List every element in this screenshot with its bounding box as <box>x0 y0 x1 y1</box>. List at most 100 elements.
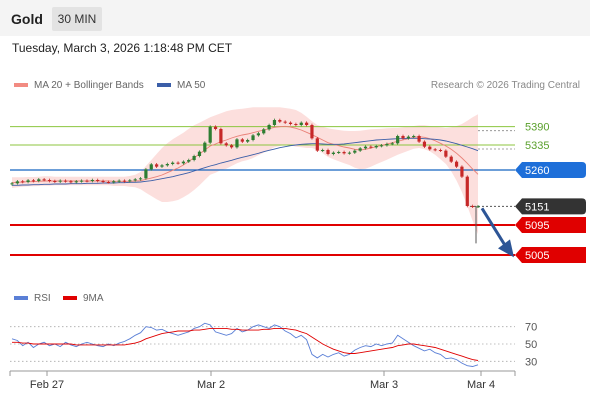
candle-body <box>53 181 57 182</box>
candle-body <box>326 150 330 154</box>
candle-body <box>304 122 309 125</box>
level-tag-5260 <box>515 162 586 178</box>
candle-body <box>106 182 111 183</box>
candle-body <box>385 144 389 146</box>
ma50-line <box>12 137 479 186</box>
rsi-tick-label: 30 <box>525 356 537 368</box>
candle-body <box>112 181 116 183</box>
legend-bb-label: MA 20 + Bollinger Bands <box>34 80 144 91</box>
candle-body <box>278 120 282 122</box>
candle-body <box>406 136 410 139</box>
ma9-swatch <box>63 296 77 301</box>
candle-body <box>272 120 277 125</box>
candle-body <box>433 149 437 151</box>
candle-body <box>476 206 480 208</box>
x-tick-label: Mar 2 <box>197 379 225 391</box>
forecast-arrow-shaft <box>480 207 507 247</box>
level-label-5005: 5005 <box>525 250 549 262</box>
x-tick-label: Mar 4 <box>467 379 495 391</box>
candle-body <box>283 121 287 123</box>
candle-body <box>155 164 159 167</box>
legend-rsi-label: RSI <box>34 293 51 304</box>
candle-body <box>401 136 405 139</box>
level-tag-5095 <box>515 217 586 233</box>
candle-body <box>133 179 137 181</box>
candle-body <box>117 180 121 182</box>
candle-body <box>444 150 448 157</box>
candle-body <box>240 139 244 142</box>
level-label-5095: 5095 <box>525 220 549 232</box>
ma50-swatch <box>157 83 171 88</box>
candle-body <box>10 183 14 185</box>
candle-body <box>37 179 41 181</box>
candle-body <box>85 180 89 182</box>
candle-body <box>197 151 202 156</box>
x-tick-label: Mar 3 <box>370 379 398 391</box>
timeframe-button[interactable]: 30 MIN <box>52 7 102 31</box>
candle-body <box>412 136 416 137</box>
bollinger-band-fill <box>12 107 478 235</box>
candle-body <box>42 179 46 181</box>
candle-body <box>337 152 341 153</box>
candle-body <box>122 180 127 182</box>
candle-body <box>358 148 362 151</box>
legend-rsi: RSI <box>14 293 51 304</box>
candle-body <box>80 180 84 182</box>
candle-body <box>267 125 271 130</box>
candle-body <box>47 180 52 181</box>
legend-9ma-label: 9MA <box>83 293 104 304</box>
candle-body <box>369 146 373 148</box>
candle-body <box>69 181 73 183</box>
rsi-swatch <box>14 296 28 301</box>
candle-body <box>203 142 207 152</box>
legend-bb: MA 20 + Bollinger Bands <box>14 80 144 91</box>
candle-body <box>471 206 475 207</box>
candle-body <box>465 176 469 206</box>
x-tick-label: Feb 27 <box>30 379 64 391</box>
candle-body <box>160 165 164 167</box>
candle-body <box>176 162 180 164</box>
candle-body <box>224 143 228 146</box>
candle-body <box>138 178 143 180</box>
legend-ma50-label: MA 50 <box>177 80 206 91</box>
level-label-5151: 5151 <box>525 201 549 213</box>
candle-body <box>299 122 303 125</box>
candle-body <box>15 181 19 184</box>
candle-body <box>31 180 36 182</box>
forecast-arrow-head <box>498 239 514 258</box>
header-bar: Gold 30 MIN <box>0 0 590 36</box>
candle-body <box>353 150 357 153</box>
rsi-ma-line <box>12 327 479 361</box>
candle-body <box>374 146 378 148</box>
candle-body <box>187 160 191 162</box>
candle-body <box>321 150 325 151</box>
rsi-tick-label: 50 <box>525 339 537 351</box>
candle-body <box>449 156 453 162</box>
candle-body <box>58 180 62 182</box>
candle-body <box>347 152 352 154</box>
candle-body <box>74 181 78 183</box>
candle-body <box>230 145 234 148</box>
candle-body <box>379 145 384 147</box>
candle-body <box>235 139 239 148</box>
candle-body <box>417 136 421 142</box>
bb-swatch <box>14 83 28 88</box>
candle-body <box>428 146 432 150</box>
level-tag-5151 <box>515 198 586 215</box>
candle-body <box>128 180 132 182</box>
candle-body <box>63 180 68 182</box>
candle-body <box>26 180 30 182</box>
level-label-5335: 5335 <box>525 140 549 152</box>
instrument-title: Gold <box>11 11 43 27</box>
candle-body <box>101 181 105 182</box>
candle-body <box>460 166 464 177</box>
candle-body <box>438 150 443 151</box>
candle-body <box>144 169 148 179</box>
legend-ma50: MA 50 <box>157 80 205 91</box>
candle-body <box>390 143 394 145</box>
candle-body <box>192 156 196 160</box>
candle-body <box>213 126 218 129</box>
candle-body <box>422 141 427 147</box>
level-tag-5005 <box>515 247 586 263</box>
